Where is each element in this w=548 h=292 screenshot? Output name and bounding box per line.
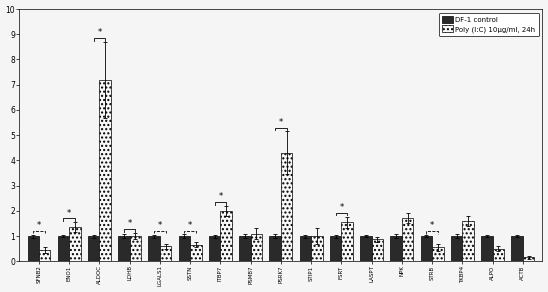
Text: *: *	[67, 209, 71, 218]
Text: *: *	[98, 28, 101, 37]
Bar	[190, 245, 202, 261]
Text: *: *	[37, 221, 41, 230]
Bar	[421, 236, 432, 261]
Text: *: *	[158, 221, 162, 230]
Text: *: *	[430, 221, 434, 230]
Bar	[402, 218, 413, 261]
Bar	[118, 236, 130, 261]
Bar	[281, 153, 293, 261]
Bar	[69, 227, 81, 261]
Bar	[239, 236, 250, 261]
Bar	[100, 80, 111, 261]
Bar	[481, 236, 493, 261]
Bar	[523, 258, 534, 261]
Bar	[160, 246, 172, 261]
Bar	[511, 236, 523, 261]
Text: *: *	[339, 203, 344, 212]
Bar	[250, 234, 262, 261]
Bar	[220, 211, 232, 261]
Text: *: *	[128, 220, 132, 228]
Bar	[58, 236, 69, 261]
Text: *: *	[188, 221, 192, 230]
Legend: DF-1 control, Poly (I:C) 10μg/ml, 24h: DF-1 control, Poly (I:C) 10μg/ml, 24h	[439, 13, 539, 36]
Bar	[451, 236, 463, 261]
Bar	[179, 236, 190, 261]
Bar	[390, 236, 402, 261]
Bar	[149, 236, 160, 261]
Bar	[360, 236, 372, 261]
Bar	[341, 222, 353, 261]
Bar	[270, 236, 281, 261]
Text: *: *	[279, 118, 283, 127]
Bar	[209, 236, 220, 261]
Bar	[493, 249, 504, 261]
Bar	[300, 236, 311, 261]
Bar	[372, 239, 383, 261]
Bar	[88, 236, 100, 261]
Bar	[432, 247, 443, 261]
Text: *: *	[218, 192, 222, 201]
Bar	[130, 236, 141, 261]
Bar	[27, 236, 39, 261]
Bar	[39, 250, 50, 261]
Bar	[330, 236, 341, 261]
Bar	[463, 221, 474, 261]
Bar	[311, 236, 323, 261]
